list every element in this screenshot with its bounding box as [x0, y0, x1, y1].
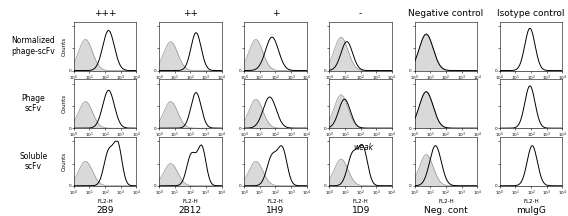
X-axis label: FL2-H: FL2-H	[523, 199, 539, 203]
Text: 2B9: 2B9	[97, 206, 114, 215]
X-axis label: FL2-H: FL2-H	[97, 199, 113, 203]
X-axis label: FL2-H: FL2-H	[353, 199, 369, 203]
Text: Negative control: Negative control	[408, 9, 483, 18]
Text: +++: +++	[94, 9, 116, 18]
Text: muIgG: muIgG	[516, 206, 546, 215]
X-axis label: FL2-H: FL2-H	[182, 199, 198, 203]
Text: 2B12: 2B12	[179, 206, 202, 215]
Text: 1D9: 1D9	[352, 206, 370, 215]
Text: weak: weak	[354, 143, 374, 152]
Text: ++: ++	[183, 9, 198, 18]
Text: -: -	[359, 9, 362, 18]
Text: Isotype control: Isotype control	[498, 9, 565, 18]
Text: 1H9: 1H9	[266, 206, 285, 215]
Y-axis label: Counts: Counts	[62, 94, 67, 113]
Text: Normalized
phage-scFv: Normalized phage-scFv	[11, 36, 55, 56]
Text: Phage
scFv: Phage scFv	[22, 94, 45, 113]
Text: Soluble
scFv: Soluble scFv	[19, 152, 47, 171]
Y-axis label: Counts: Counts	[62, 37, 67, 56]
X-axis label: FL2-H: FL2-H	[268, 199, 283, 203]
Y-axis label: Counts: Counts	[62, 152, 67, 171]
Text: +: +	[272, 9, 279, 18]
X-axis label: FL2-H: FL2-H	[438, 199, 454, 203]
Text: Neg. cont: Neg. cont	[424, 206, 468, 215]
